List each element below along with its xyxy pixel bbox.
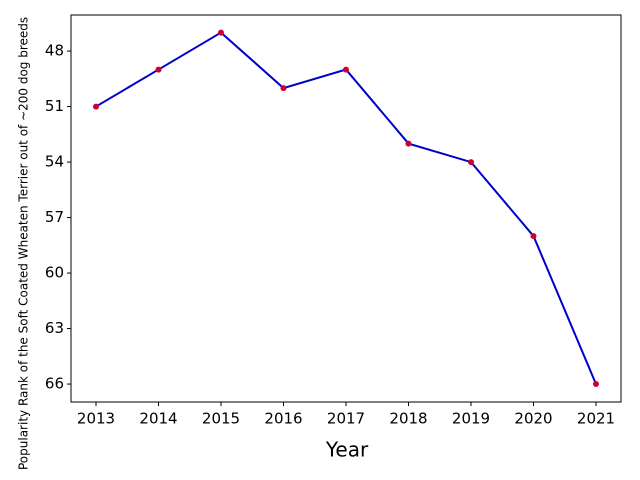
marker [593,381,599,388]
marker [280,85,287,92]
y-tick-label: 66 [45,375,64,393]
y-axis-label: Popularity Rank of the Soft Coated Wheat… [17,17,31,470]
marker [93,103,99,110]
line [95,31,597,385]
marker [343,66,349,73]
y-tick-label: 57 [45,208,64,226]
x-axis-label: Year [325,438,369,462]
x-tick-label: 2014 [139,410,177,428]
x-tick-label: 2018 [389,410,427,428]
x-tick-label: 2020 [514,410,552,428]
x-tick-label: 2021 [577,410,615,428]
y-tick-label: 51 [45,97,64,115]
x-tick-label: 2016 [264,410,302,428]
y-tick-label: 63 [45,319,64,337]
marker [218,29,224,36]
marker [468,159,474,166]
x-tick-label: 2015 [202,410,240,428]
marker [155,66,162,73]
x-tick-label: 2019 [452,410,490,428]
marker [405,140,412,147]
y-tick-label: 48 [45,42,64,60]
y-tick-label: 54 [45,153,64,171]
x-tick-label: 2013 [77,410,115,428]
marker [530,233,537,240]
x-tick-label: 2017 [327,410,365,428]
y-tick-label: 60 [45,264,64,282]
